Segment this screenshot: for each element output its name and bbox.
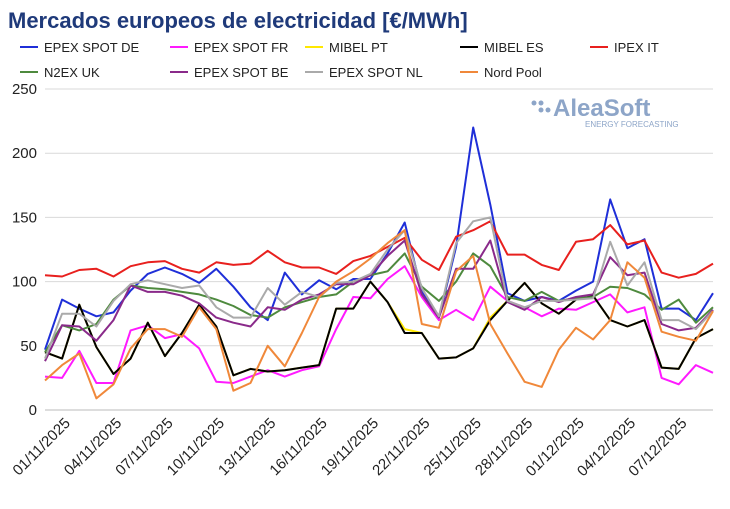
logo-dot bbox=[538, 107, 544, 113]
logo-name: AleaSoft bbox=[553, 95, 650, 122]
logo-dot bbox=[538, 100, 544, 106]
series-line bbox=[44, 239, 714, 362]
legend-label: EPEX SPOT NL bbox=[329, 65, 423, 80]
y-tick-label: 250 bbox=[12, 81, 37, 98]
legend-label: MIBEL PT bbox=[329, 40, 388, 55]
logo-dot bbox=[545, 107, 551, 113]
y-tick-label: 150 bbox=[12, 209, 37, 226]
y-tick-label: 100 bbox=[12, 274, 37, 291]
legend-label: EPEX SPOT DE bbox=[44, 40, 139, 55]
logo: AleaSoft ENERGY FORECASTING bbox=[531, 95, 679, 129]
chart-title: Mercados europeos de electricidad [€/MWh… bbox=[8, 8, 468, 33]
legend-label: MIBEL ES bbox=[484, 40, 544, 55]
logo-tagline: ENERGY FORECASTING bbox=[585, 120, 679, 129]
y-tick-label: 200 bbox=[12, 145, 37, 162]
series-line bbox=[44, 252, 714, 353]
legend-label: N2EX UK bbox=[44, 65, 100, 80]
legend-label: EPEX SPOT FR bbox=[194, 40, 288, 55]
y-tick-label: 50 bbox=[20, 338, 37, 355]
series-line bbox=[44, 216, 714, 359]
legend-label: Nord Pool bbox=[484, 65, 542, 80]
series-line bbox=[44, 229, 714, 400]
legend-label: EPEX SPOT BE bbox=[194, 65, 289, 80]
series-line bbox=[44, 126, 714, 351]
legend-label: IPEX IT bbox=[614, 40, 659, 55]
series-line bbox=[44, 265, 714, 386]
y-tick-label: 0 bbox=[29, 402, 37, 419]
series-line bbox=[44, 280, 714, 377]
logo-dot bbox=[531, 100, 537, 106]
